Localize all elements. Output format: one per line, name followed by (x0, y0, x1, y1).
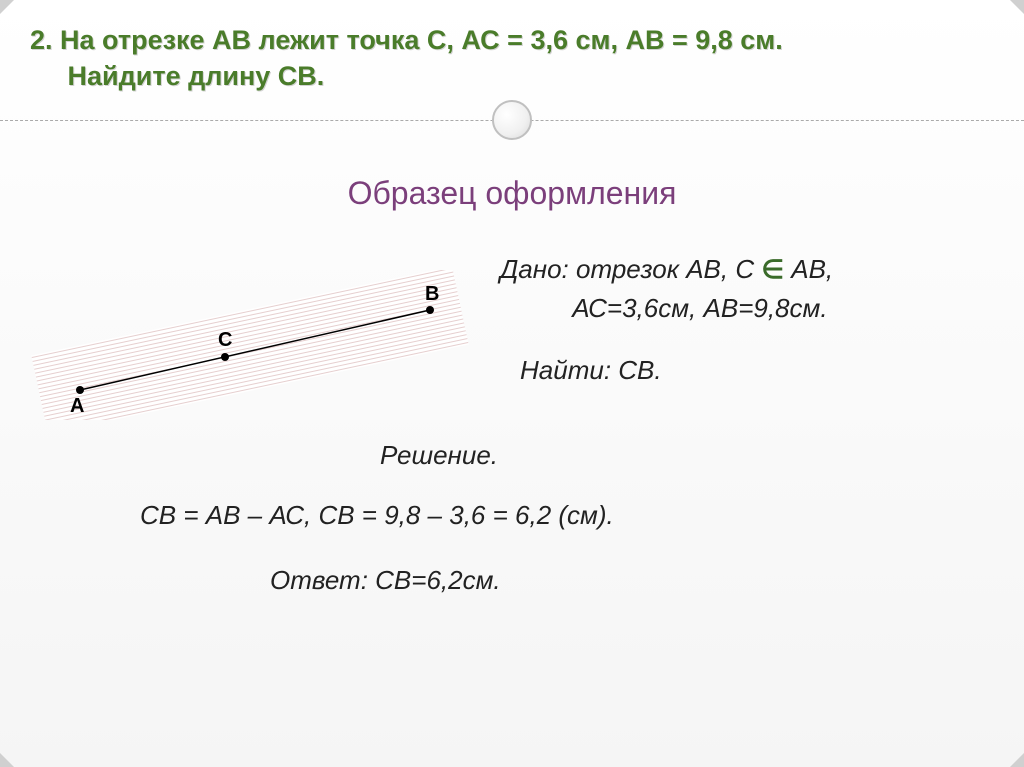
belongs-icon: ∈ (761, 254, 784, 284)
given-block: Дано: отрезок АВ, С ∈ АВ, АС=3,6см, АВ=9… (500, 250, 833, 328)
corner-decoration-icon (0, 753, 14, 767)
given-line2: АС=3,6см, АВ=9,8см. (572, 293, 827, 323)
title-line-1: 2. На отрезке АВ лежит точка С, АС = 3,6… (30, 25, 783, 55)
find-block: Найти: СВ. (520, 355, 662, 386)
point-b-label: B (425, 283, 439, 305)
find-value: СВ. (618, 355, 661, 385)
solution-expression: СВ = АВ – АС, СВ = 9,8 – 3,6 = 6,2 (см). (140, 500, 614, 531)
corner-decoration-icon (1010, 753, 1024, 767)
slide: 2. На отрезке АВ лежит точка С, АС = 3,6… (0, 0, 1024, 767)
segment-diagram: A C B (30, 270, 470, 420)
point-a-label: A (70, 395, 84, 417)
diagram-svg: A C B (30, 270, 470, 420)
corner-decoration-icon (1010, 0, 1024, 14)
divider-circle-icon (492, 100, 532, 140)
given-line1b: АВ, (791, 254, 833, 284)
solution-label: Решение. (380, 440, 498, 471)
answer-line: Ответ: СВ=6,2см. (270, 565, 501, 596)
find-label: Найти: (520, 355, 611, 385)
subtitle: Образец оформления (0, 175, 1024, 212)
given-label: Дано: (500, 254, 569, 284)
title-line-2: Найдите длину СВ. (30, 61, 324, 91)
divider (0, 120, 1024, 121)
corner-decoration-icon (0, 0, 14, 14)
given-line1a: отрезок АВ, С (576, 254, 754, 284)
problem-title: 2. На отрезке АВ лежит точка С, АС = 3,6… (0, 0, 1024, 95)
point-c-label: C (218, 329, 232, 351)
